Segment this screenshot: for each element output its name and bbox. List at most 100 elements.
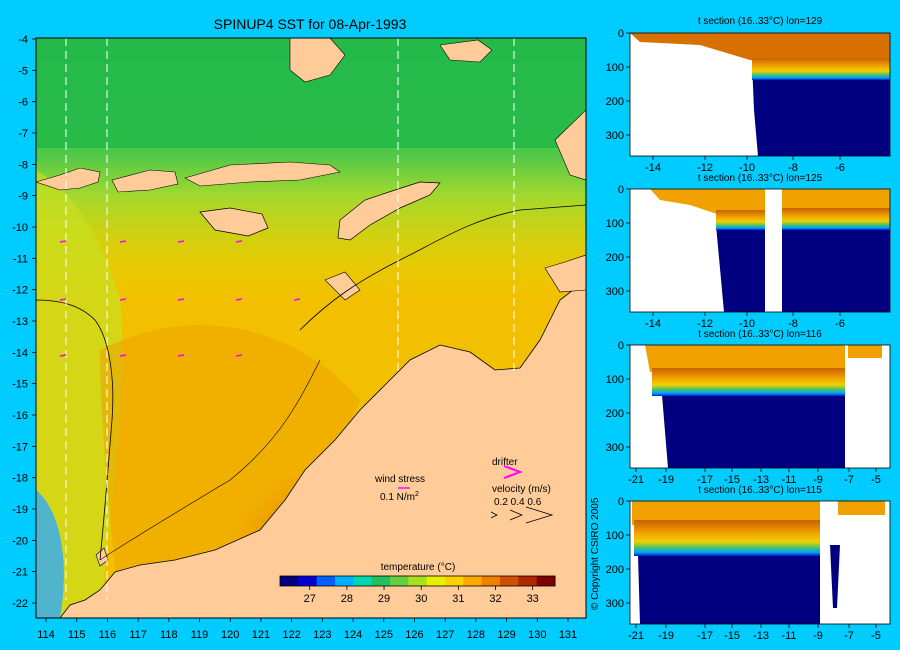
section-warm-surface bbox=[650, 189, 765, 215]
map-x-tick-label: 117 bbox=[129, 629, 147, 641]
section-x-tick-label: -17 bbox=[697, 630, 713, 642]
map-y-tick-label: -12 bbox=[12, 285, 28, 297]
section-x-tick-label: -14 bbox=[645, 318, 661, 330]
map-y-tick-label: -9 bbox=[18, 191, 28, 203]
section-x-tick-label: -9 bbox=[813, 630, 823, 642]
section-x-tick-label: -7 bbox=[844, 630, 854, 642]
section-thermocline bbox=[634, 520, 820, 556]
sumba-island bbox=[199, 207, 269, 237]
colorbar-cell bbox=[536, 576, 556, 586]
map-x-tick-label: 114 bbox=[37, 629, 55, 641]
section-frame bbox=[629, 500, 891, 625]
northern-island-2 bbox=[439, 39, 493, 63]
map-y-tick-label: -11 bbox=[13, 253, 28, 265]
section-title: t section (16..33°C) lon=116 bbox=[698, 329, 822, 340]
section-cold-deep bbox=[716, 225, 765, 312]
map-x-tick-label: 124 bbox=[344, 629, 362, 641]
colorbar-tick-label: 32 bbox=[489, 593, 501, 605]
section-x-tick-label: -15 bbox=[724, 474, 740, 486]
section-x-tick-label: -12 bbox=[697, 162, 713, 174]
colorbar-tick-label: 27 bbox=[304, 593, 316, 605]
colorbar-tick-label: 29 bbox=[378, 593, 390, 605]
shelf-break-contour bbox=[36, 204, 586, 561]
section-axes: -14 -12 -10 -8 -6 0 100 200 300 bbox=[606, 184, 845, 330]
section-axes: -21 -19 -17 -15 -13 -11 -9 -7 -5 0 100 200 300 bbox=[606, 496, 881, 642]
section-y-tick-label: 300 bbox=[606, 442, 624, 454]
section-x-tick-label: -8 bbox=[788, 318, 798, 330]
colorbar-cell bbox=[408, 576, 428, 586]
section-frame bbox=[629, 32, 891, 157]
flores-island bbox=[184, 161, 341, 187]
section-y-tick-label: 0 bbox=[618, 340, 624, 352]
section-cold-deep bbox=[638, 548, 820, 624]
wind-stress-label: wind stress bbox=[374, 474, 425, 485]
map-title: SPINUP4 SST for 08-Apr-1993 bbox=[214, 16, 407, 32]
section-x-tick-label: -13 bbox=[753, 630, 769, 642]
section-cold-deep bbox=[752, 62, 890, 156]
section-axes: -14 -12 -10 -8 -6 0 100 200 300 bbox=[606, 28, 845, 174]
map-y-tick-label: -14 bbox=[12, 347, 28, 359]
section-y-tick-label: 200 bbox=[606, 564, 624, 576]
map-x-tick-label: 127 bbox=[436, 629, 454, 641]
velocity-label: velocity (m/s) bbox=[492, 484, 551, 495]
colorbar-label: temperature (°C) bbox=[381, 562, 456, 573]
section-y-tick-label: 300 bbox=[606, 130, 624, 142]
map-y-axis: -4 -5 -6 -7 -8 -9 -10 -11 -12 -13 -14 -15 -16 -17 -18 -… bbox=[12, 34, 36, 610]
section-y-tick-label: 0 bbox=[618, 184, 624, 196]
map-x-tick-label: 129 bbox=[497, 629, 515, 641]
section-thermocline bbox=[716, 210, 765, 230]
section-cold-deep-trench bbox=[830, 545, 840, 608]
section-thermocline-east bbox=[782, 208, 890, 230]
map-y-tick-label: -21 bbox=[12, 567, 28, 579]
map-x-tick-label: 128 bbox=[467, 629, 485, 641]
wind-stress-arrows bbox=[59, 240, 301, 357]
colorbar-tick-label: 30 bbox=[415, 593, 427, 605]
colorbar-cell bbox=[463, 576, 483, 586]
section-x-tick-label: -19 bbox=[658, 474, 674, 486]
section-x-tick-label: -6 bbox=[835, 318, 845, 330]
section-y-tick-label: 100 bbox=[606, 374, 624, 386]
section-panel-lon125: t section (16..33°C) lon=125 -14 -12 -10 -8… bbox=[606, 173, 891, 330]
map-y-tick-label: -6 bbox=[18, 97, 28, 109]
section-x-tick-label: -21 bbox=[628, 474, 644, 486]
colorbar-frame bbox=[279, 575, 556, 587]
sumbawa-island bbox=[111, 169, 179, 193]
section-x-tick-label: -11 bbox=[781, 474, 796, 486]
map-legend: wind stress 0.1 N/m2 drifter velocity (m… bbox=[374, 457, 554, 524]
colorbar-tick-label: 31 bbox=[452, 593, 464, 605]
colorbar-ticks: 27 28 29 30 31 32 33 bbox=[304, 586, 539, 605]
section-panel-lon116: t section (16..33°C) lon=116 -21 -19 -17 -1… bbox=[606, 329, 891, 486]
section-warm-surface bbox=[645, 345, 845, 375]
section-x-tick-label: -5 bbox=[871, 474, 881, 486]
colorbar-cell bbox=[298, 576, 318, 586]
arnhem-land-west bbox=[544, 254, 586, 293]
section-x-tick-label: -9 bbox=[813, 474, 823, 486]
map-x-tick-label: 115 bbox=[68, 629, 86, 641]
colorbar-cell bbox=[518, 576, 538, 586]
section-y-tick-label: 100 bbox=[606, 218, 624, 230]
wind-stress-scale: 0.1 N/m2 bbox=[380, 491, 419, 503]
section-warm-surface bbox=[632, 501, 820, 525]
inner-shelf-contour bbox=[99, 359, 321, 561]
section-x-tick-label: -6 bbox=[835, 162, 845, 174]
map-x-tick-label: 125 bbox=[375, 629, 393, 641]
velocity-scale-arrows bbox=[490, 506, 554, 524]
section-frame bbox=[629, 344, 891, 469]
northern-island-1 bbox=[289, 38, 346, 83]
colorbar-cell bbox=[316, 576, 336, 586]
colorbar-cell bbox=[335, 576, 354, 586]
colorbar-cells bbox=[280, 576, 556, 586]
map-x-tick-label: 123 bbox=[313, 629, 331, 641]
section-title: t section (16..33°C) lon=125 bbox=[698, 173, 823, 184]
section-warm-surface bbox=[630, 33, 890, 60]
section-y-tick-label: 0 bbox=[618, 496, 624, 508]
section-panel-lon129: t section (16..33°C) lon=129 -14 -12 -10 -8… bbox=[606, 16, 891, 174]
map-x-tick-label: 126 bbox=[405, 629, 423, 641]
section-y-tick-label: 200 bbox=[606, 252, 624, 264]
section-x-tick-label: -14 bbox=[645, 162, 661, 174]
section-x-tick-label: -15 bbox=[724, 630, 740, 642]
colorbar-cell bbox=[390, 576, 409, 586]
map-x-axis: 114 115 116 117 118 119 120 121 122 123 124 125 126 1… bbox=[37, 618, 577, 641]
section-y-tick-label: 200 bbox=[606, 408, 624, 420]
